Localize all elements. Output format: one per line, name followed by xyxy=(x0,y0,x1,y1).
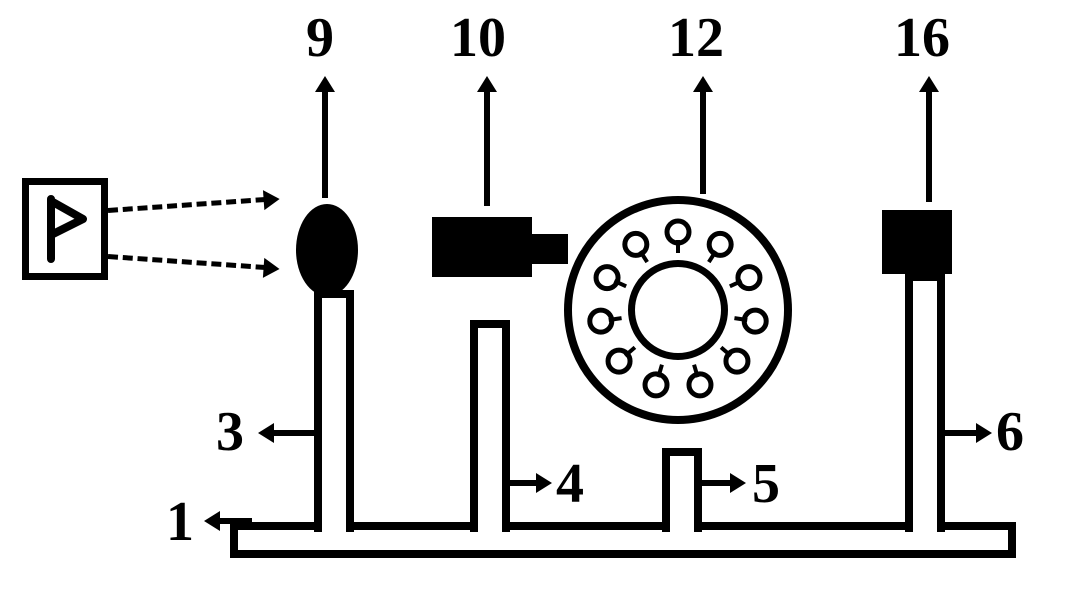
label-3: 3 xyxy=(216,400,244,464)
label-10: 10 xyxy=(450,6,506,70)
camera-body xyxy=(432,217,532,277)
label-5: 5 xyxy=(752,452,780,516)
pole-4 xyxy=(470,320,510,532)
label-6: 6 xyxy=(996,400,1024,464)
label-4: 4 xyxy=(556,452,584,516)
source-glyph xyxy=(29,185,101,273)
schematic-diagram: 9 10 12 16 3 4 5 6 1 xyxy=(0,0,1065,600)
arrow-right-4 xyxy=(504,480,540,486)
pole-6 xyxy=(905,273,945,532)
arrow-up-16 xyxy=(926,88,932,202)
lens-ellipse xyxy=(296,204,358,296)
pole-3 xyxy=(314,290,354,532)
arrow-left-1 xyxy=(216,518,252,524)
label-12: 12 xyxy=(668,6,724,70)
detector-box xyxy=(882,210,952,274)
arrow-right-6 xyxy=(944,430,980,436)
beam-arrow-upper xyxy=(108,197,266,213)
label-9: 9 xyxy=(306,6,334,70)
arrow-left-3 xyxy=(270,430,314,436)
pole-5 xyxy=(662,448,702,532)
arrow-up-9 xyxy=(322,88,328,198)
camera-lens xyxy=(530,234,568,264)
label-1: 1 xyxy=(166,490,194,554)
arrow-right-5 xyxy=(698,480,734,486)
arrow-up-10 xyxy=(484,88,490,206)
beam-arrow-lower xyxy=(108,254,266,270)
filter-wheel-inner xyxy=(628,260,728,360)
label-16: 16 xyxy=(894,6,950,70)
source-box xyxy=(22,178,108,280)
arrow-up-12 xyxy=(700,88,706,194)
